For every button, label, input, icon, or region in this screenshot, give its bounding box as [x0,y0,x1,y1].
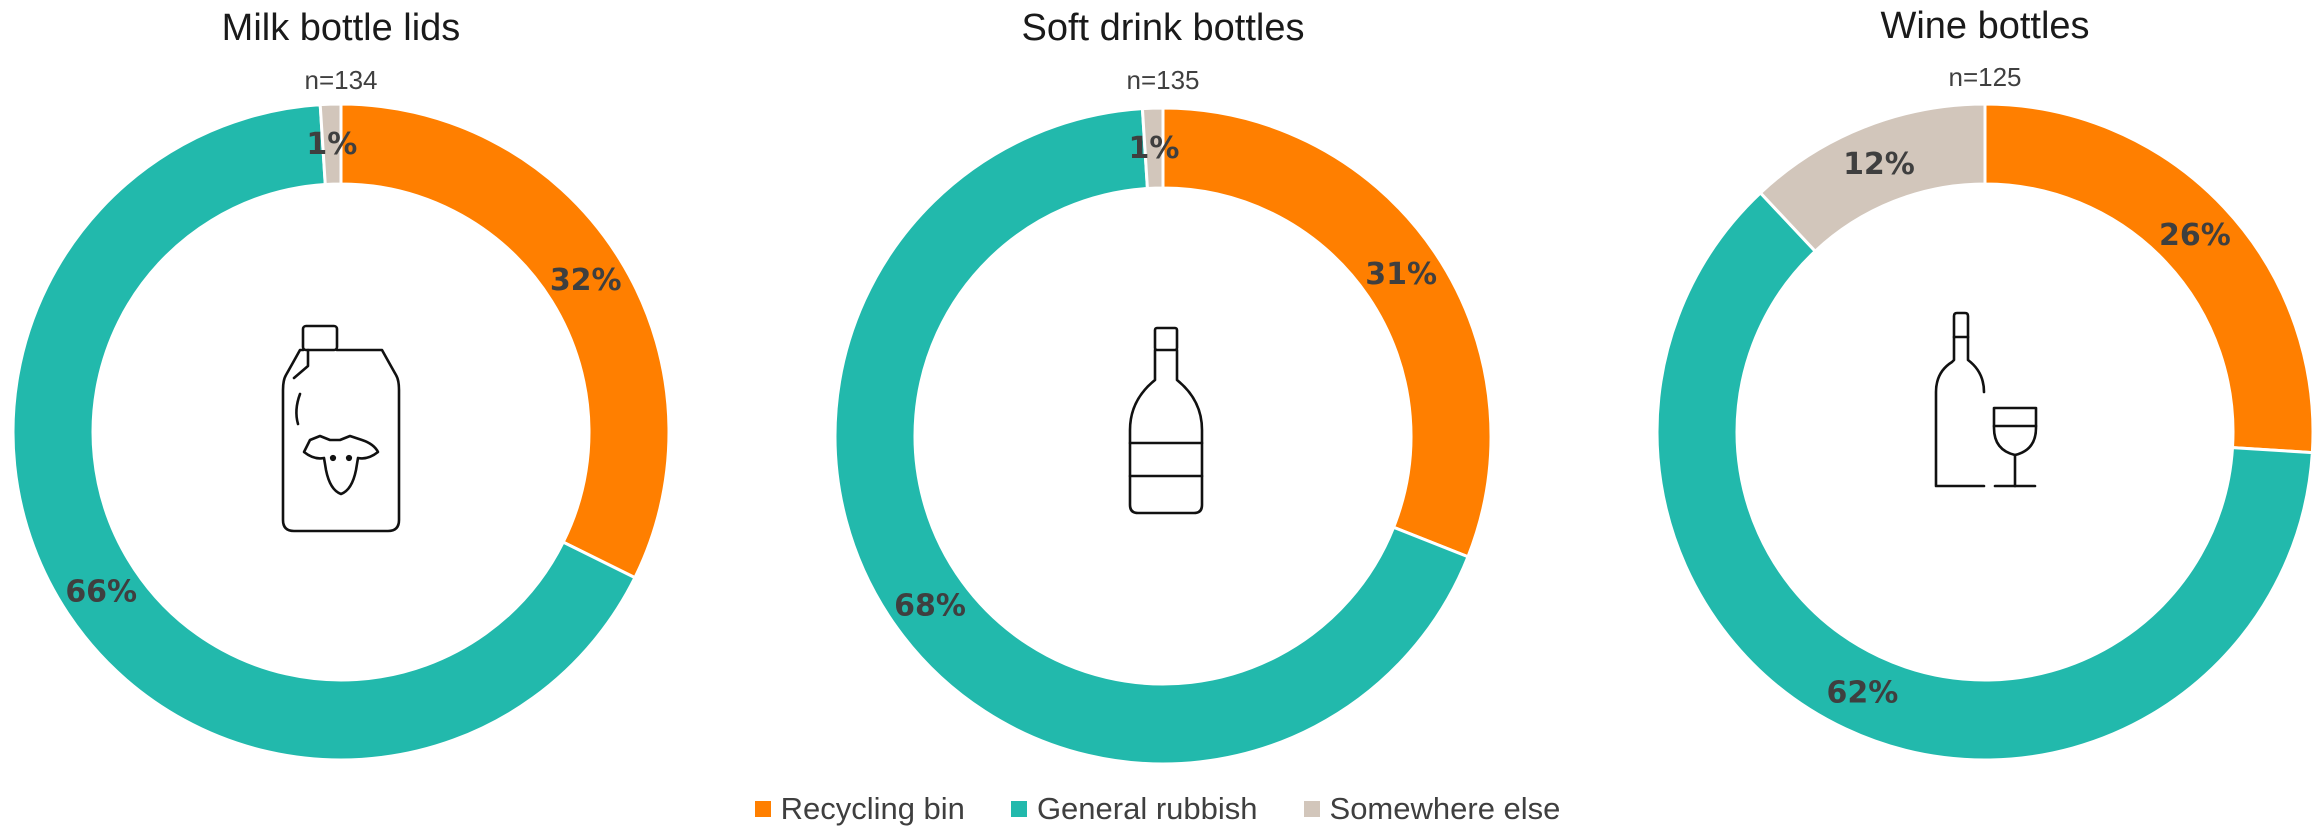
sample-size-label: n=135 [1126,65,1199,95]
chart-soft-drink-bottles: Soft drink bottles n=135 31% 68% 1% [833,7,1493,766]
sample-size-label: n=134 [304,65,377,95]
wine-bottle-glass-icon [1934,311,2038,488]
sample-size-label: n=125 [1948,62,2021,92]
legend-label: General rubbish [1036,791,1258,826]
milk-bottle-cow-icon [281,324,401,533]
legend: Recycling bin General rubbish Somewhere … [0,790,2315,828]
data-label-general-rubbish: 68% [894,588,966,623]
slice-recycling-bin [339,102,671,580]
legend-swatch [754,801,771,817]
soft-drink-bottle-icon [1128,326,1204,515]
data-label-somewhere-else: 1% [1128,131,1179,166]
data-labels: 32% 66% 1% [65,127,621,609]
donut-ring [11,102,671,762]
legend-swatch [1010,801,1027,817]
chart-wine-bottles: Wine bottles n=125 26% 62% 12% [1655,5,2315,762]
data-label-recycling-bin: 32% [550,263,622,298]
donut-ring [1655,102,2315,762]
data-label-somewhere-else: 1% [306,127,357,162]
slice-general-rubbish [833,107,1470,766]
chart-title: Wine bottles [1880,5,2089,47]
data-label-somewhere-else: 12% [1843,147,1915,182]
data-labels: 26% 62% 12% [1826,147,2230,710]
legend-label: Recycling bin [780,791,965,826]
legend-swatch [1303,801,1320,817]
slice-somewhere-else [1758,102,1987,254]
slice-general-rubbish [1655,190,2314,762]
slice-recycling-bin [1983,102,2315,455]
data-labels: 31% 68% 1% [894,131,1437,623]
data-label-general-rubbish: 66% [65,575,137,610]
legend-item-general-rubbish: General rubbish [1010,791,1258,827]
chart-title: Soft drink bottles [1021,7,1304,49]
slice-general-rubbish [11,103,637,762]
legend-item-recycling-bin: Recycling bin [754,791,965,827]
slice-somewhere-else [318,102,343,187]
slice-somewhere-else [1140,106,1165,191]
slice-recycling-bin [1161,106,1493,559]
donut-ring [833,106,1493,766]
chart-title: Milk bottle lids [222,7,461,49]
data-label-general-rubbish: 62% [1826,676,1898,711]
data-label-recycling-bin: 26% [2159,218,2231,253]
legend-item-somewhere-else: Somewhere else [1303,791,1561,827]
chart-milk-bottle-lids: Milk bottle lids n=134 32% 66% 1% [11,7,671,762]
legend-label: Somewhere else [1329,791,1561,826]
data-label-recycling-bin: 31% [1365,257,1437,292]
